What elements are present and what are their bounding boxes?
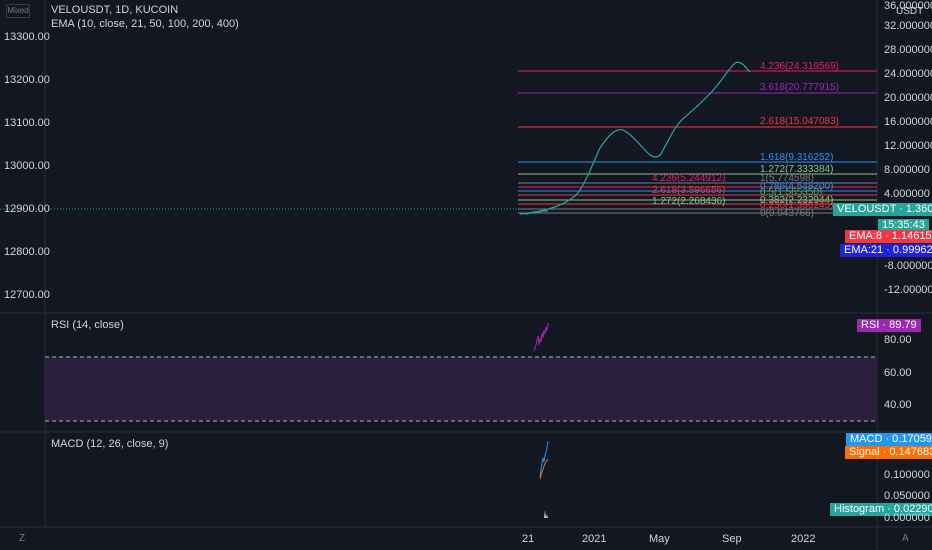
right-axis-tick: 20.000000 (884, 92, 932, 104)
fib-label: 1.618(9.316252) (760, 152, 834, 163)
currency-label: USDT (896, 6, 924, 17)
fib-label-overlap: 0.5(1.565350) (760, 187, 823, 198)
right-axis-tick: 16.000000 (884, 116, 932, 128)
ema-legend[interactable]: EMA (10, close, 21, 50, 100, 200, 400) (51, 18, 239, 30)
ema21-tag[interactable]: EMA:21 · 0.999624 (840, 244, 932, 257)
fib-label: 0.382(2.232944) (760, 195, 834, 206)
rsi-line (533, 322, 549, 352)
scale-mode-box[interactable]: Mixed (6, 4, 30, 18)
time-axis-label: Sep (722, 533, 742, 545)
right-axis-tick: 4.000000 (884, 188, 930, 200)
fib-label: 0(0.043766) (760, 208, 814, 219)
right-axis-tick: 36.000000 (884, 0, 932, 12)
right-axis-tick: 8.000000 (884, 164, 930, 176)
fib-label: 0.236(1.396245) (760, 200, 834, 211)
rsi-title[interactable]: RSI (14, close) (51, 319, 124, 331)
time-axis-label: 21 (522, 533, 535, 545)
fib-label-overlap: 4.236(5.244912) (652, 173, 726, 184)
left-axis-tick: 13200.00 (4, 74, 50, 86)
signal-value-tag: Signal · 0.147683 (845, 446, 932, 459)
macd-axis-tick: 0.100000 (884, 469, 930, 481)
left-axis-tick: 13000.00 (4, 160, 50, 172)
symbol-legend[interactable]: VELOUSDT, 1D, KUCOIN (51, 4, 179, 16)
ema8-tag[interactable]: EMA:8 · 1.146150 (845, 230, 932, 243)
scale-mode-label: Mixed (7, 6, 29, 15)
rsi-value-tag: RSI · 89.79 (857, 319, 921, 332)
time-axis-label: 2022 (791, 533, 816, 545)
left-axis-tick: 12700.00 (4, 289, 50, 301)
fib-label: 4.236(24.319569) (760, 61, 839, 72)
price-candles[interactable] (520, 210, 548, 215)
right-axis-tick: -12.000000 (884, 284, 932, 296)
zoom-reset-button[interactable]: Z (19, 533, 26, 544)
right-axis-tick: 32.000000 (884, 20, 932, 32)
right-axis-tick: 24.000000 (884, 68, 932, 80)
left-axis-tick: 12800.00 (4, 246, 50, 258)
fib-label-overlap: 2.618(3.596656) (652, 185, 726, 196)
fib-extension-curve[interactable] (519, 61, 751, 215)
macd-histogram (544, 510, 548, 518)
fib-label: 2.618(15.047083) (760, 116, 839, 127)
symbol-price-tag[interactable]: VELOUSDT · 1.360541 (833, 203, 932, 216)
histogram-value-tag: Histogram · 0.022908 (830, 503, 932, 516)
fib-label: 1.272(7.333384) (760, 164, 834, 175)
right-axis-tick: 28.000000 (884, 44, 932, 56)
rsi-axis-tick: 60.00 (884, 367, 912, 379)
rsi-axis-tick: 40.00 (884, 399, 912, 411)
fib-label: 1(5.774598) (760, 173, 814, 184)
fib-label: 0.786(4.548200) (760, 181, 834, 192)
right-axis-tick: -8.000000 (884, 260, 932, 272)
time-axis-label: 2021 (582, 533, 607, 545)
fib-label-overlap: 1.272(2.268436) (652, 196, 726, 207)
rsi-band (45, 357, 877, 421)
fib-label: 3.618(20.777915) (760, 82, 839, 93)
countdown-tag: 15:35:43 (878, 219, 929, 232)
rsi-axis-tick: 80.00 (884, 334, 912, 346)
macd-axis-tick: 0.050000 (884, 490, 930, 502)
left-axis-tick: 13100.00 (4, 117, 50, 129)
time-axis-label: May (649, 533, 670, 545)
macd-line (539, 440, 549, 478)
macd-title[interactable]: MACD (12, 26, close, 9) (51, 438, 169, 450)
left-axis-tick: 13300.00 (4, 31, 50, 43)
right-axis-tick: 12.000000 (884, 140, 932, 152)
macd-axis-tick: 0.000000 (884, 512, 930, 524)
auto-scale-button[interactable]: A (902, 533, 909, 544)
macd-signal-line (539, 458, 549, 480)
macd-value-tag: MACD · 0.170591 (846, 433, 932, 446)
left-axis-tick: 12900.00 (4, 203, 50, 215)
